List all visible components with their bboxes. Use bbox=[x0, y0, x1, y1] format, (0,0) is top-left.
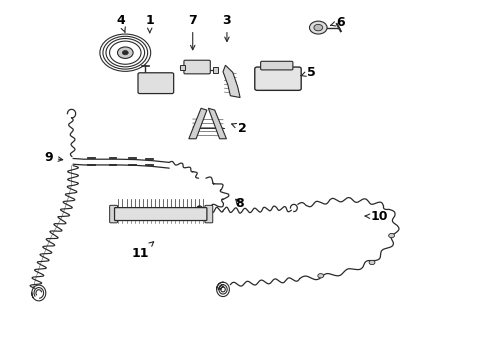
Text: 7: 7 bbox=[188, 14, 197, 50]
FancyBboxPatch shape bbox=[115, 208, 207, 221]
Polygon shape bbox=[208, 108, 226, 139]
Text: 1: 1 bbox=[146, 14, 154, 33]
Text: 2: 2 bbox=[232, 122, 247, 135]
Polygon shape bbox=[223, 65, 240, 98]
FancyBboxPatch shape bbox=[255, 67, 301, 90]
Circle shape bbox=[318, 274, 324, 278]
Circle shape bbox=[310, 21, 327, 34]
FancyBboxPatch shape bbox=[205, 205, 213, 223]
Circle shape bbox=[389, 233, 394, 238]
Text: 5: 5 bbox=[301, 66, 316, 79]
FancyBboxPatch shape bbox=[138, 73, 173, 94]
Text: 10: 10 bbox=[365, 210, 388, 223]
FancyBboxPatch shape bbox=[213, 67, 218, 73]
Circle shape bbox=[122, 50, 128, 55]
Circle shape bbox=[118, 47, 133, 58]
Text: 3: 3 bbox=[222, 14, 231, 41]
Circle shape bbox=[314, 24, 323, 31]
FancyBboxPatch shape bbox=[179, 64, 185, 69]
Polygon shape bbox=[189, 108, 207, 139]
FancyBboxPatch shape bbox=[184, 60, 210, 74]
Text: 8: 8 bbox=[235, 197, 244, 210]
Text: 6: 6 bbox=[330, 16, 344, 29]
FancyBboxPatch shape bbox=[110, 205, 118, 223]
Circle shape bbox=[369, 260, 375, 265]
Text: 9: 9 bbox=[44, 151, 63, 164]
Text: 11: 11 bbox=[131, 242, 154, 260]
FancyBboxPatch shape bbox=[261, 61, 293, 70]
Text: 4: 4 bbox=[116, 14, 125, 32]
